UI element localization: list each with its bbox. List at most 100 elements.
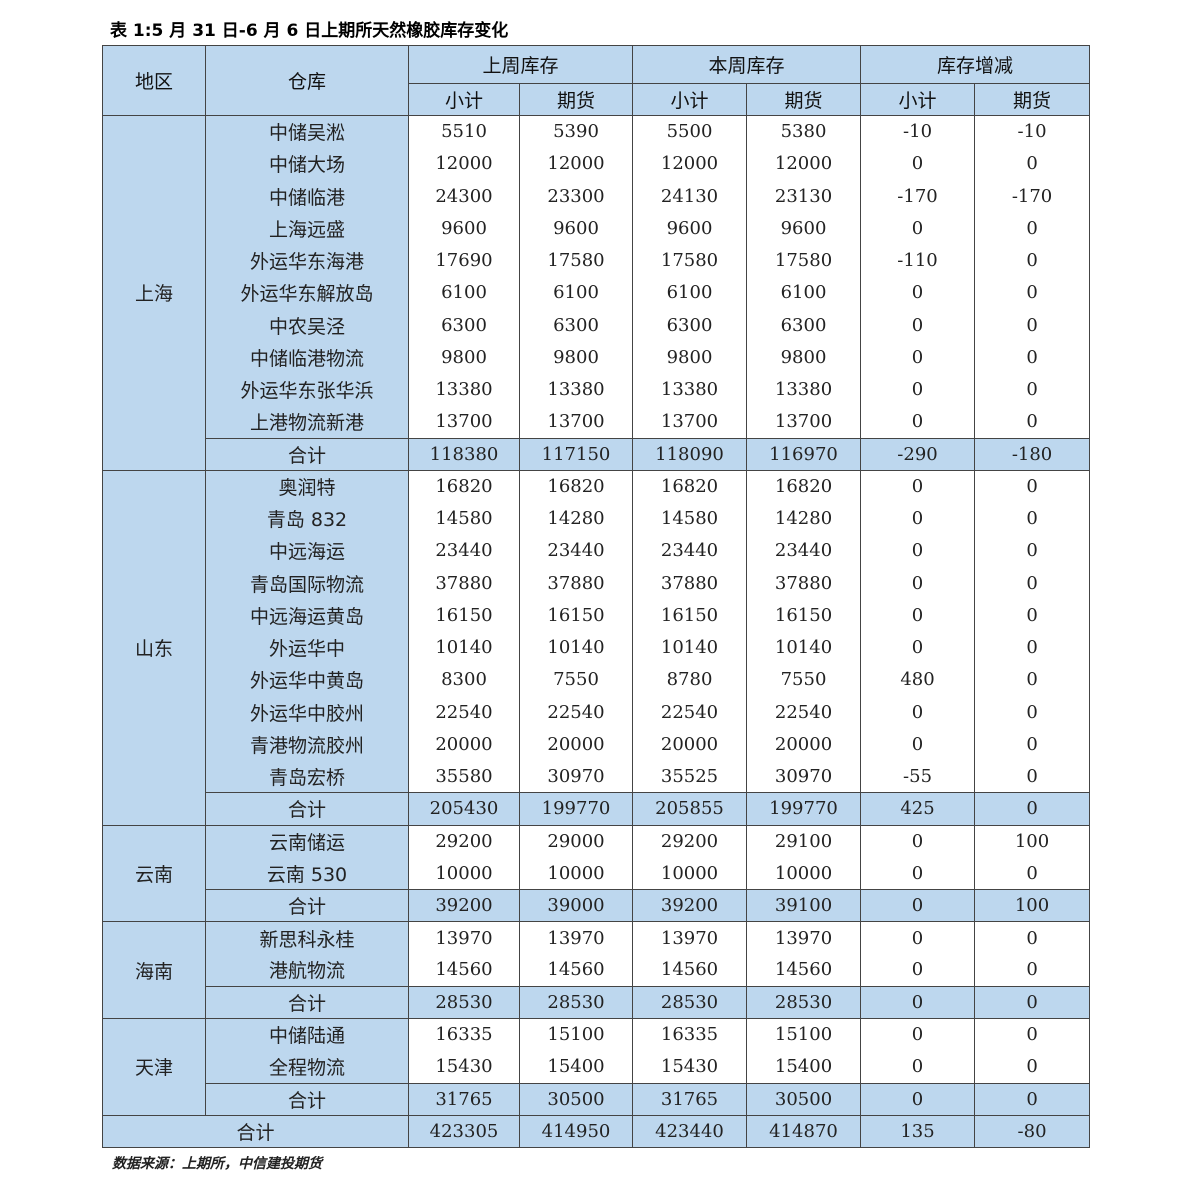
header-futures: 期货 [518, 83, 634, 116]
warehouse-name: 青岛国际物流 [205, 567, 409, 600]
table-row: 中储大场 12000 12000 12000 12000 0 0 [103, 147, 1091, 180]
value-cell: 16150 [746, 599, 862, 632]
value-cell: 35580 [408, 760, 520, 793]
value-cell: 0 [974, 212, 1091, 245]
value-cell: 15100 [518, 1018, 634, 1051]
warehouse-name: 中储吴淞 [205, 115, 409, 148]
value-cell: 7550 [746, 663, 862, 696]
value-cell: 23300 [518, 180, 634, 213]
value-cell: 6300 [408, 309, 520, 342]
warehouse-name: 外运华东张华浜 [205, 373, 409, 406]
value-cell: 13970 [746, 921, 862, 954]
value-cell: 0 [974, 599, 1091, 632]
value-cell: 28530 [746, 985, 862, 1020]
value-cell: 24300 [408, 180, 520, 213]
value-cell: 12000 [408, 147, 520, 180]
value-cell: 100 [974, 888, 1091, 923]
warehouse-name: 外运华中 [205, 631, 409, 664]
value-cell: 0 [974, 631, 1091, 664]
table-row: 中储临港物流 9800 9800 9800 9800 0 0 [103, 341, 1091, 374]
warehouse-name: 云南 530 [205, 857, 409, 890]
value-cell: 16820 [408, 470, 520, 503]
warehouse-name: 中农吴泾 [205, 309, 409, 342]
value-cell: 14280 [518, 502, 634, 535]
warehouse-name: 全程物流 [205, 1050, 409, 1083]
value-cell: 0 [860, 405, 976, 438]
value-cell: 14560 [518, 954, 634, 987]
table-row: 外运华中黄岛 8300 7550 8780 7550 480 0 [103, 663, 1091, 696]
table-row: 云南 云南储运 29200 29000 29200 29100 0 100 [102, 824, 1091, 923]
warehouse-name: 上港物流新港 [205, 405, 409, 438]
value-cell: 117150 [518, 437, 634, 471]
subtotal-label: 合计 [205, 985, 409, 1020]
warehouse-name: 青岛宏桥 [205, 760, 409, 793]
value-cell: 5510 [408, 115, 520, 148]
value-cell: 0 [974, 857, 1091, 890]
value-cell: 13380 [518, 373, 634, 406]
table-row: 青岛 832 14580 14280 14580 14280 0 0 [103, 502, 1091, 535]
value-cell: 0 [860, 1082, 976, 1116]
value-cell: 0 [860, 857, 976, 890]
table-row: 外运华东海港 17690 17580 17580 17580 -110 0 [103, 244, 1091, 277]
value-cell: 0 [974, 405, 1091, 438]
value-cell: 37880 [632, 567, 748, 600]
warehouse-name: 外运华东海港 [205, 244, 409, 277]
region-cell: 天津 [102, 1018, 206, 1116]
value-cell: 0 [860, 954, 976, 987]
header-subtotal: 小计 [860, 83, 976, 116]
header-warehouse: 仓库 [205, 45, 409, 116]
value-cell: 10140 [746, 631, 862, 664]
value-cell: 0 [860, 825, 976, 858]
value-cell: 0 [860, 985, 976, 1020]
table-row: 青岛国际物流 37880 37880 37880 37880 0 0 [103, 567, 1091, 600]
value-cell: 0 [974, 470, 1091, 503]
value-cell: 0 [974, 663, 1091, 696]
value-cell: 15430 [408, 1050, 520, 1083]
value-cell: 6100 [746, 276, 862, 309]
value-cell: 20000 [408, 728, 520, 761]
header-futures: 期货 [974, 83, 1091, 116]
value-cell: 10000 [632, 857, 748, 890]
value-cell: 118380 [408, 437, 520, 471]
subtotal-label: 合计 [205, 888, 409, 923]
value-cell: 0 [860, 567, 976, 600]
table-row: 天津 中储陆通 16335 15100 16335 15100 0 0 [102, 1018, 1091, 1116]
value-cell: 0 [860, 599, 976, 632]
value-cell: 9800 [518, 341, 634, 374]
subtotal-label: 合计 [205, 1082, 409, 1116]
value-cell: 13700 [408, 405, 520, 438]
header-subtotal: 小计 [632, 83, 748, 116]
value-cell: 9600 [518, 212, 634, 245]
table-row: 港航物流 14560 14560 14560 14560 0 0 [103, 954, 1091, 987]
value-cell: 31765 [632, 1082, 748, 1116]
value-cell: 10140 [408, 631, 520, 664]
value-cell: 0 [974, 921, 1091, 954]
value-cell: 0 [860, 212, 976, 245]
value-cell: 9800 [408, 341, 520, 374]
value-cell: 10140 [632, 631, 748, 664]
value-cell: 0 [974, 954, 1091, 987]
value-cell: 0 [974, 1018, 1091, 1051]
value-cell: 0 [974, 309, 1091, 342]
value-cell: 22540 [408, 696, 520, 729]
value-cell: -290 [860, 437, 976, 471]
value-cell: 30970 [746, 760, 862, 793]
value-cell: 12000 [518, 147, 634, 180]
header-this-week: 本周库存 [632, 45, 862, 84]
value-cell: 0 [974, 792, 1091, 826]
value-cell: 14580 [632, 502, 748, 535]
value-cell: 0 [860, 534, 976, 567]
warehouse-name: 外运华中黄岛 [205, 663, 409, 696]
value-cell: 39200 [632, 888, 748, 923]
subtotal-row: 合计 118380 117150 118090 116970 -290 -180 [103, 437, 1091, 471]
value-cell: 10000 [408, 857, 520, 890]
value-cell: 17580 [632, 244, 748, 277]
table-row: 外运华中 10140 10140 10140 10140 0 0 [103, 631, 1091, 664]
value-cell: 5500 [632, 115, 748, 148]
value-cell: 0 [860, 276, 976, 309]
value-cell: 6300 [632, 309, 748, 342]
value-cell: 23440 [518, 534, 634, 567]
value-cell: 0 [974, 534, 1091, 567]
value-cell: 14560 [408, 954, 520, 987]
value-cell: 0 [860, 502, 976, 535]
